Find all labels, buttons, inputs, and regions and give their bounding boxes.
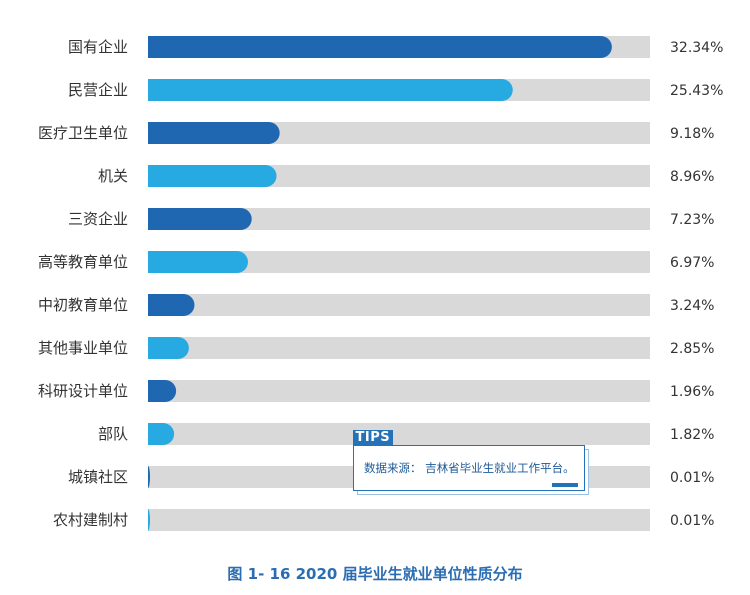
value-label: 7.23% — [670, 212, 714, 228]
bar — [148, 509, 150, 531]
bar-track — [148, 509, 650, 531]
bar — [148, 165, 277, 187]
bar — [148, 122, 280, 144]
category-label: 医疗卫生单位 — [38, 124, 128, 142]
value-label: 3.24% — [670, 298, 714, 314]
bar-track — [148, 423, 650, 445]
bar-track — [148, 380, 650, 402]
value-label: 6.97% — [670, 255, 714, 271]
bar-track — [148, 294, 650, 316]
bar — [148, 208, 252, 230]
tips-tag: TIPS — [352, 430, 394, 446]
category-label: 科研设计单位 — [38, 382, 128, 400]
category-label: 机关 — [98, 167, 128, 185]
value-label: 1.82% — [670, 427, 714, 443]
bar — [148, 251, 248, 273]
category-label: 中初教育单位 — [38, 296, 128, 314]
value-label: 1.96% — [670, 384, 714, 400]
value-label: 32.34% — [670, 40, 723, 56]
figure-caption: 图 1- 16 2020 届毕业生就业单位性质分布 — [227, 565, 523, 583]
bar — [148, 423, 175, 445]
tips-source-text: 数据来源： 吉林省毕业生就业工作平台。 — [364, 461, 575, 475]
bar — [148, 36, 612, 58]
value-label: 25.43% — [670, 83, 723, 99]
value-label: 0.01% — [670, 513, 714, 529]
value-label: 2.85% — [670, 341, 714, 357]
bar — [148, 294, 195, 316]
category-label: 农村建制村 — [53, 511, 128, 529]
tips-box: TIPS 数据来源： 吉林省毕业生就业工作平台。 — [352, 430, 585, 491]
tips-accent-bar — [552, 483, 578, 487]
bar — [148, 380, 177, 402]
category-label: 国有企业 — [68, 38, 128, 56]
category-label: 部队 — [98, 425, 128, 443]
category-label: 城镇社区 — [68, 468, 128, 486]
bar — [148, 79, 513, 101]
category-label: 三资企业 — [68, 210, 128, 228]
bar-track — [148, 337, 650, 359]
category-label: 高等教育单位 — [38, 253, 128, 271]
bar-track — [148, 251, 650, 273]
value-label: 8.96% — [670, 169, 714, 185]
category-label: 民营企业 — [68, 81, 128, 99]
category-label: 其他事业单位 — [38, 339, 128, 357]
value-label: 9.18% — [670, 126, 714, 142]
value-label: 0.01% — [670, 470, 714, 486]
bar-track — [148, 208, 650, 230]
bar — [148, 466, 150, 488]
bar — [148, 337, 189, 359]
